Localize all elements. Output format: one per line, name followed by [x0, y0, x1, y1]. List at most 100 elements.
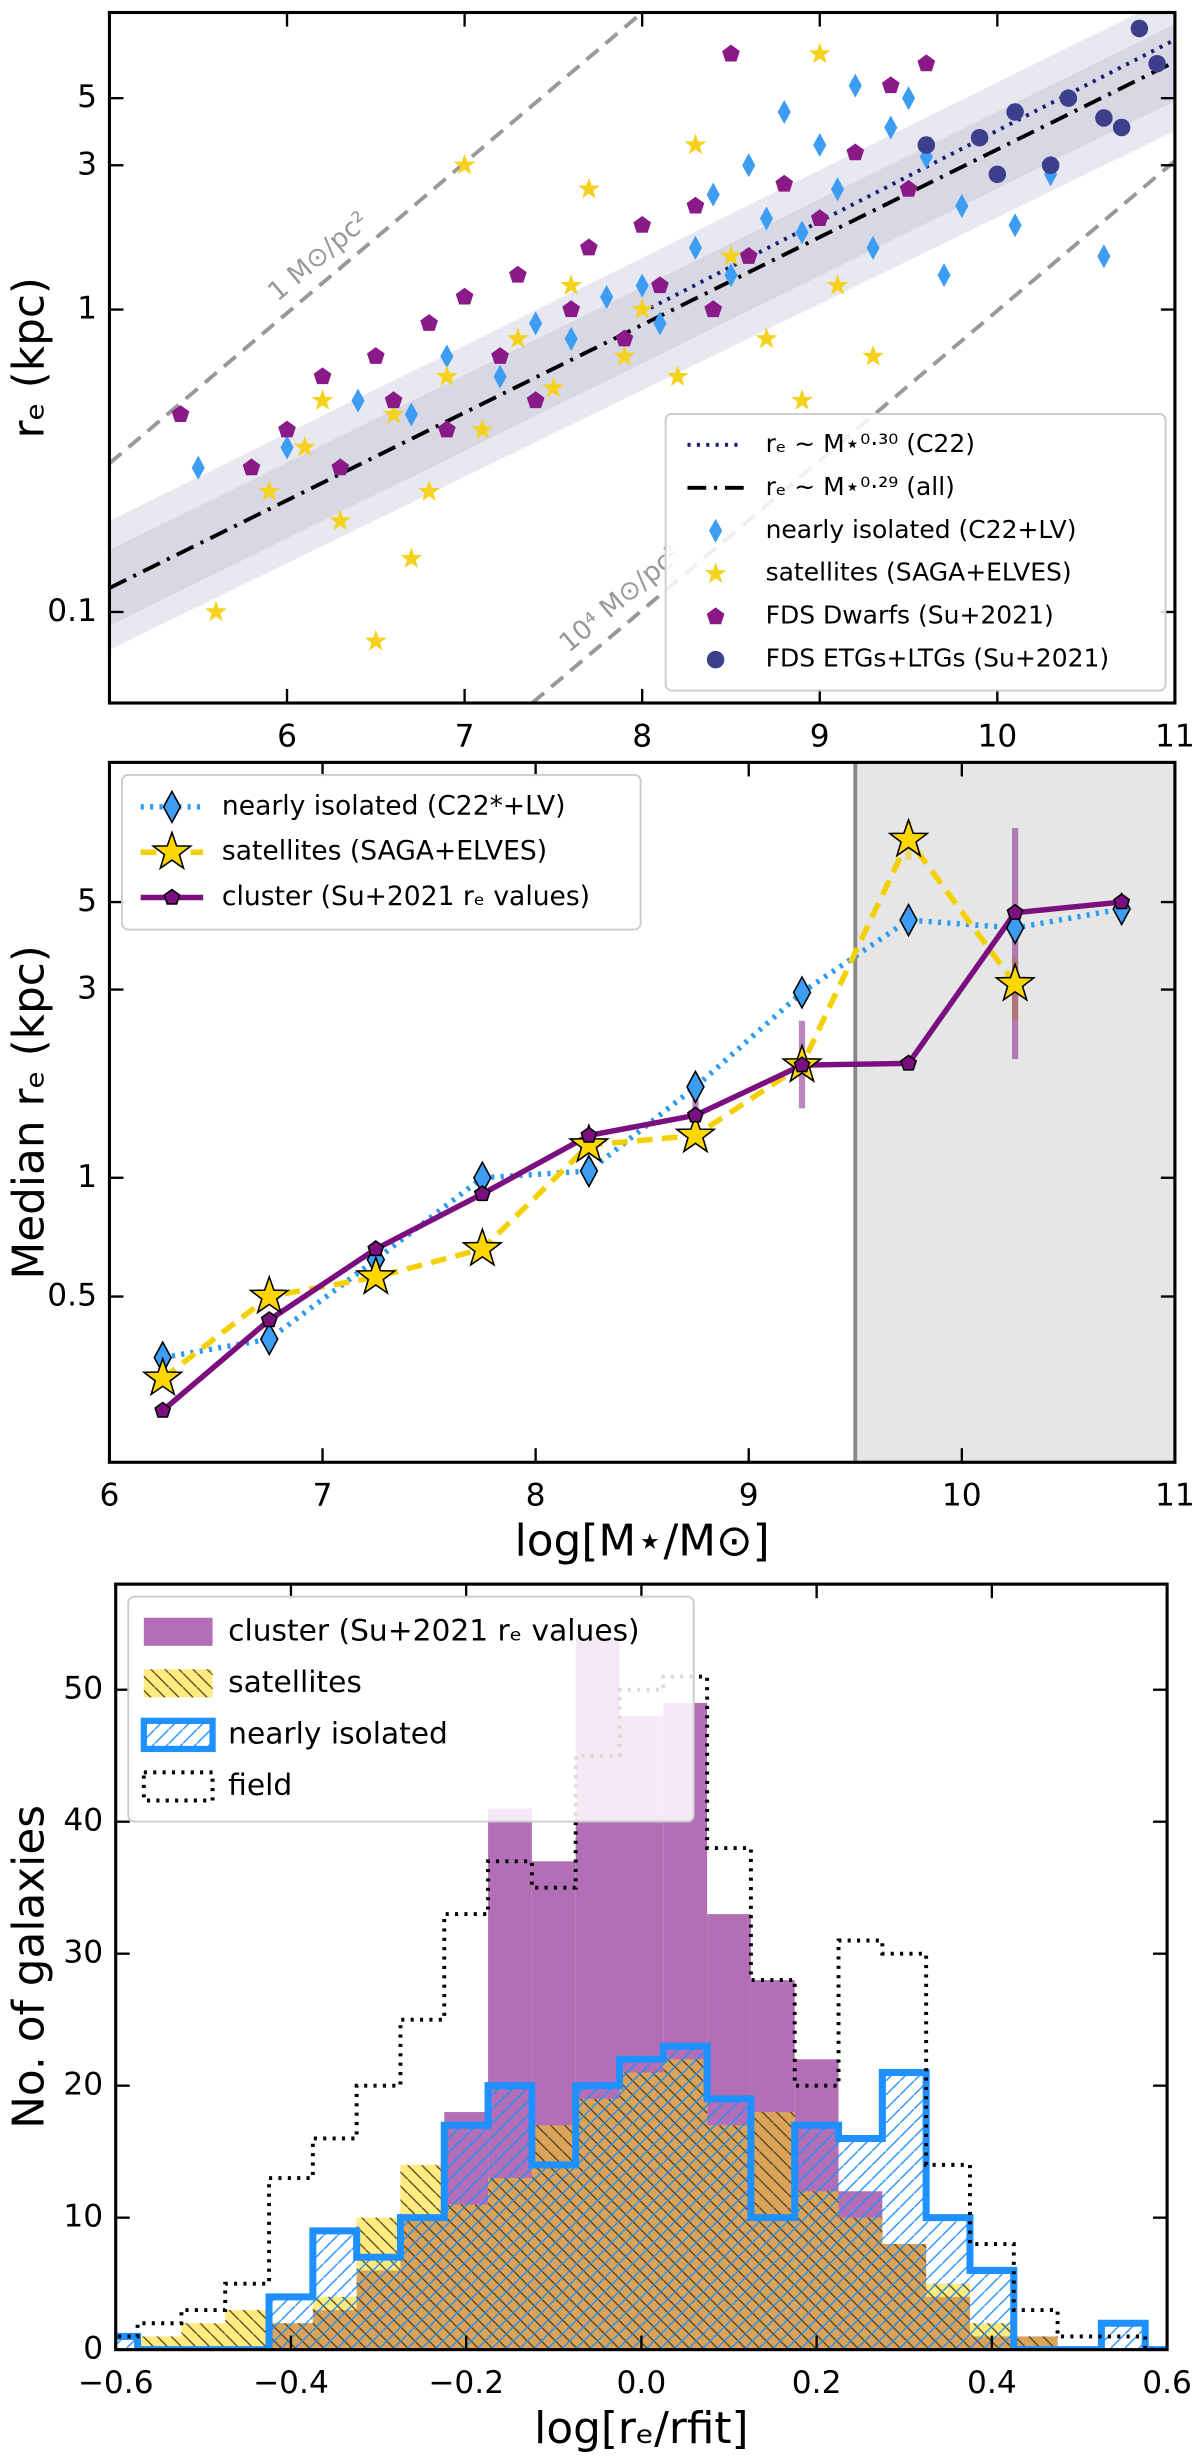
x-tick-label: 7: [313, 1478, 333, 1514]
scatter-band: [109, 12, 1175, 650]
marker-star: [471, 418, 494, 440]
marker-pentagon: [706, 607, 725, 625]
x-tick-label: 11: [1155, 1478, 1195, 1514]
marker-star: [577, 177, 600, 199]
y-tick-label: 40: [63, 1803, 103, 1839]
marker-pentagon: [313, 367, 332, 385]
legend-label: satellites (SAGA+ELVES): [766, 558, 1072, 587]
fit-line: [641, 38, 1175, 314]
x-tick-label: −0.2: [428, 2365, 504, 2401]
marker-pentagon: [367, 1240, 385, 1257]
x-tick-label: −0.6: [78, 2365, 154, 2401]
marker-star: [418, 480, 441, 501]
marker-circle: [1095, 109, 1113, 127]
marker-star: [258, 480, 281, 501]
marker-star: [311, 389, 334, 410]
marker-pentagon: [900, 1054, 918, 1071]
y-tick-label: 1: [77, 1159, 97, 1195]
y-tick-label: 10: [63, 2199, 103, 2235]
y-axis-label: Median rₑ (kpc): [3, 945, 54, 1279]
marker-diamond: [919, 144, 933, 169]
marker-circle: [917, 136, 936, 154]
marker-circle: [1041, 156, 1060, 175]
legend-label: rₑ ~ M⋆⁰·²⁹ (all): [766, 472, 955, 501]
marker-diamond: [901, 86, 916, 111]
y-tick-label: 20: [63, 2067, 103, 2103]
x-tick-label: 0.6: [1142, 2365, 1192, 2401]
marker-star: [150, 830, 193, 871]
y-tick-label: 0.1: [47, 593, 97, 629]
series-line: [160, 899, 1122, 1413]
marker-diamond: [830, 177, 845, 202]
marker-pentagon: [686, 196, 705, 214]
marker-diamond: [529, 311, 543, 336]
marker-diamond: [259, 1321, 279, 1357]
hist-hatch: [225, 2310, 270, 2350]
marker-star: [887, 817, 930, 858]
marker-diamond: [600, 285, 614, 310]
marker-pentagon: [455, 287, 474, 305]
y-tick-label: 3: [77, 146, 97, 182]
marker-diamond: [899, 903, 918, 938]
legend-label: cluster (Su+2021 rₑ values): [222, 881, 590, 912]
marker-pentagon: [722, 44, 740, 62]
legend-patch: [140, 1717, 216, 1753]
marker-star: [293, 435, 316, 457]
plot-area: [141, 762, 1175, 1463]
legend-frame: [664, 413, 1167, 692]
marker-pentagon: [580, 238, 598, 256]
marker-circle: [988, 165, 1007, 184]
panel: −0.6 −0.4 −0.2 0.0 0.2 0.4 0.6 0 10 20 30 40 50 log[r…: [3, 1582, 1192, 2454]
hist-hatch: [882, 2072, 927, 2350]
y-axis-label: rₑ (kpc): [3, 277, 54, 438]
marker-star: [808, 42, 831, 64]
marker-diamond: [1005, 910, 1025, 945]
hist-hatch: [488, 2085, 532, 2350]
marker-diamond: [884, 115, 898, 140]
marker-star: [994, 961, 1037, 1002]
y-tick-label: 1: [77, 291, 97, 327]
marker-diamond: [795, 220, 809, 245]
x-tick-label: 9: [810, 718, 830, 754]
legend-frame: [121, 773, 642, 931]
hist-hatch: [181, 2323, 226, 2350]
hist-hatch: [619, 2059, 664, 2350]
y-tick-label: 30: [63, 1935, 103, 1971]
marker-diamond: [866, 235, 880, 260]
marker-pentagon: [810, 209, 829, 227]
x-tick-label: 10: [977, 718, 1017, 754]
y-tick-label: 0: [83, 2331, 103, 2367]
marker-star: [506, 327, 529, 349]
marker-star: [461, 1226, 504, 1267]
marker-pentagon: [846, 143, 865, 161]
marker-diamond: [777, 99, 791, 125]
marker-circle: [1059, 89, 1078, 107]
marker-pentagon: [509, 265, 527, 283]
marker-diamond: [579, 1153, 599, 1189]
legend-patch: [141, 1770, 215, 1803]
legend-label: FDS ETGs+LTGs (Su+2021): [766, 644, 1110, 673]
marker-pentagon: [739, 247, 758, 264]
marker-diamond: [937, 263, 951, 288]
marker-pentagon: [562, 300, 580, 318]
marker-star: [674, 1113, 717, 1154]
marker-circle: [706, 650, 725, 669]
x-tick-label: 8: [526, 1478, 546, 1514]
hist-hatch: [794, 2125, 839, 2350]
marker-diamond: [1008, 213, 1022, 238]
legend-label: nearly isolated (C22*+LV): [222, 790, 566, 821]
y-tick-label: 5: [77, 79, 97, 115]
marker-star: [862, 344, 884, 366]
marker-star: [755, 327, 778, 349]
marker-star: [631, 298, 654, 319]
marker-star: [567, 1123, 610, 1163]
legend-label: cluster (Su+2021 rₑ values): [228, 1612, 639, 1647]
reference-label: 1 M⊙/pc²: [262, 205, 375, 307]
x-axis-label: log[M⋆/M⊙]: [515, 1516, 770, 1567]
legend-label: satellites (SAGA+ELVES): [222, 836, 547, 867]
marker-star: [704, 562, 727, 584]
plot-area: [109, 12, 1175, 704]
legend: nearly isolated (C22*+LV) satellites (SAG…: [121, 773, 642, 931]
marker-star: [329, 509, 352, 531]
x-tick-label: −0.4: [253, 2365, 329, 2401]
